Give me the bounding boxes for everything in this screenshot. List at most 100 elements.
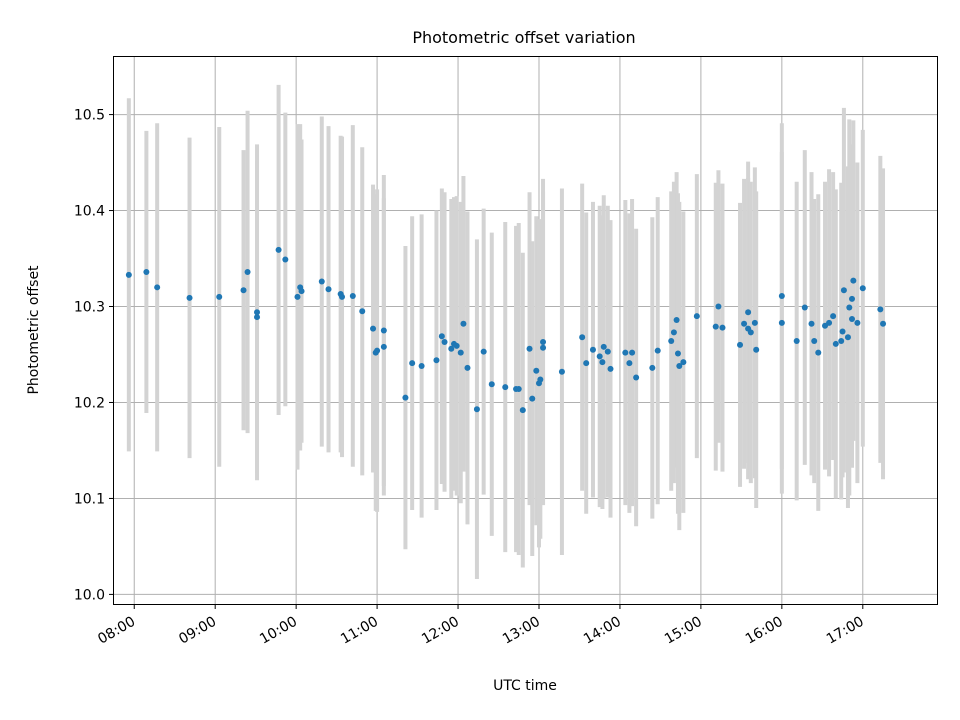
data-point bbox=[676, 363, 683, 370]
data-point bbox=[186, 294, 193, 301]
x-tick-label: 09:00 bbox=[176, 614, 219, 648]
data-point bbox=[558, 368, 565, 375]
data-point bbox=[125, 271, 132, 278]
data-point bbox=[778, 319, 785, 326]
x-axis-label: UTC time bbox=[493, 678, 557, 694]
data-point bbox=[649, 364, 656, 371]
data-point bbox=[622, 349, 629, 356]
data-point bbox=[464, 364, 471, 371]
data-point bbox=[526, 345, 533, 352]
data-point bbox=[275, 246, 282, 253]
data-point bbox=[668, 338, 675, 345]
x-tick-label: 10:00 bbox=[257, 614, 300, 648]
data-point bbox=[441, 339, 448, 346]
data-point bbox=[607, 365, 614, 372]
data-point bbox=[815, 349, 822, 356]
data-point bbox=[409, 360, 416, 367]
data-point bbox=[778, 292, 785, 299]
data-point bbox=[325, 286, 332, 293]
data-point bbox=[838, 338, 845, 345]
data-point bbox=[418, 363, 425, 370]
data-point bbox=[854, 319, 861, 326]
data-point bbox=[840, 287, 847, 294]
data-point bbox=[715, 303, 722, 310]
data-point bbox=[533, 367, 540, 374]
data-point bbox=[240, 287, 247, 294]
data-point bbox=[433, 357, 440, 364]
data-point bbox=[793, 338, 800, 345]
data-point bbox=[674, 350, 681, 357]
y-axis-label: Photometric offset bbox=[26, 265, 42, 395]
data-point bbox=[629, 349, 636, 356]
data-point bbox=[143, 268, 150, 275]
plot-frame bbox=[113, 56, 938, 605]
y-tick-label: 10.4 bbox=[74, 204, 105, 220]
data-point bbox=[877, 306, 884, 313]
y-tick-label: 10.1 bbox=[74, 491, 105, 507]
y-axis-ticks: 10.0 10.1 10.2 10.3 10.4 10.5 bbox=[74, 108, 114, 603]
x-tick-label: 17:00 bbox=[824, 614, 867, 648]
data-point bbox=[751, 319, 758, 326]
data-point bbox=[583, 360, 590, 367]
data-point bbox=[537, 376, 544, 383]
data-point bbox=[849, 295, 856, 302]
data-point bbox=[859, 285, 866, 292]
y-tick-label: 10.0 bbox=[74, 587, 105, 603]
x-tick-label: 11:00 bbox=[338, 614, 381, 648]
x-tick-label: 13:00 bbox=[500, 614, 543, 648]
data-point bbox=[540, 339, 547, 346]
data-point bbox=[216, 293, 223, 300]
x-tick-label: 16:00 bbox=[743, 614, 786, 648]
x-tick-label: 14:00 bbox=[581, 614, 624, 648]
error-bars bbox=[126, 84, 886, 580]
data-point bbox=[374, 347, 381, 354]
data-point bbox=[380, 343, 387, 350]
data-point bbox=[670, 329, 677, 336]
data-point bbox=[753, 346, 760, 353]
data-point bbox=[349, 292, 356, 299]
data-point bbox=[808, 320, 815, 327]
data-point bbox=[515, 386, 522, 393]
data-point bbox=[712, 323, 719, 330]
data-point bbox=[154, 284, 161, 291]
y-tick-label: 10.3 bbox=[74, 300, 105, 316]
data-point bbox=[457, 349, 464, 356]
data-point bbox=[832, 340, 839, 347]
data-point bbox=[540, 344, 547, 351]
grid-lines bbox=[114, 57, 937, 604]
data-point bbox=[448, 345, 455, 352]
x-axis-ticks: 08:00 09:00 10:00 11:00 12:00 13:00 14:00 15:00… bbox=[95, 604, 867, 648]
data-point bbox=[680, 359, 687, 366]
data-point bbox=[719, 324, 726, 331]
data-point bbox=[282, 256, 289, 263]
data-point bbox=[599, 359, 606, 366]
x-tick-label: 12:00 bbox=[419, 614, 462, 648]
data-point bbox=[359, 308, 366, 315]
data-point bbox=[826, 319, 833, 326]
data-point bbox=[849, 315, 856, 322]
data-point bbox=[438, 333, 445, 340]
data-point bbox=[850, 277, 857, 284]
data-point bbox=[745, 309, 752, 316]
data-point bbox=[529, 395, 536, 402]
data-point bbox=[318, 278, 325, 285]
data-point bbox=[846, 304, 853, 311]
data-point bbox=[830, 313, 837, 320]
data-point bbox=[673, 316, 680, 323]
data-point bbox=[254, 309, 261, 316]
data-point bbox=[473, 406, 480, 413]
data-points bbox=[125, 246, 887, 414]
data-point bbox=[244, 268, 251, 275]
data-point bbox=[747, 329, 754, 336]
y-tick-label: 10.5 bbox=[74, 108, 105, 124]
data-point bbox=[839, 328, 846, 335]
data-point bbox=[811, 338, 818, 345]
data-point bbox=[880, 320, 887, 327]
data-point bbox=[294, 293, 301, 300]
data-point bbox=[480, 348, 487, 355]
data-point bbox=[604, 348, 611, 355]
data-point bbox=[370, 325, 377, 332]
data-point bbox=[488, 381, 495, 388]
data-point bbox=[579, 334, 586, 341]
